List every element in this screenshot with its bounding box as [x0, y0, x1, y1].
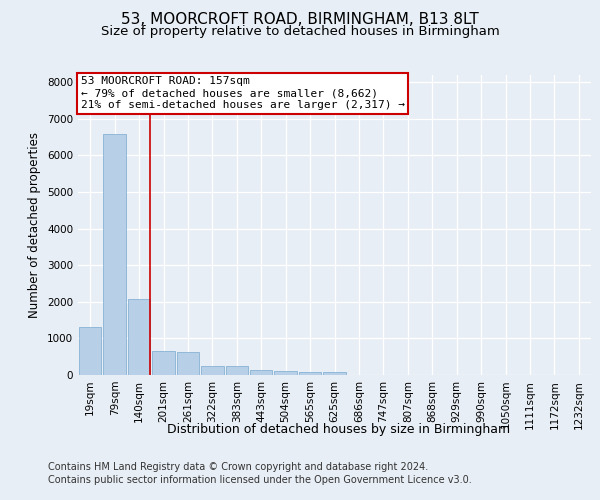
- Text: Distribution of detached houses by size in Birmingham: Distribution of detached houses by size …: [167, 422, 511, 436]
- Bar: [274, 371, 297, 375]
- Bar: [250, 370, 272, 375]
- Bar: [323, 372, 346, 375]
- Bar: [152, 351, 175, 375]
- Bar: [176, 352, 199, 375]
- Text: Contains public sector information licensed under the Open Government Licence v3: Contains public sector information licen…: [48, 475, 472, 485]
- Bar: [79, 328, 101, 375]
- Bar: [299, 372, 322, 375]
- Bar: [201, 366, 224, 375]
- Y-axis label: Number of detached properties: Number of detached properties: [28, 132, 41, 318]
- Bar: [128, 299, 151, 375]
- Text: 53, MOORCROFT ROAD, BIRMINGHAM, B13 8LT: 53, MOORCROFT ROAD, BIRMINGHAM, B13 8LT: [121, 12, 479, 28]
- Bar: [103, 134, 126, 375]
- Bar: [226, 366, 248, 375]
- Text: 53 MOORCROFT ROAD: 157sqm
← 79% of detached houses are smaller (8,662)
21% of se: 53 MOORCROFT ROAD: 157sqm ← 79% of detac…: [80, 76, 404, 110]
- Text: Size of property relative to detached houses in Birmingham: Size of property relative to detached ho…: [101, 25, 499, 38]
- Text: Contains HM Land Registry data © Crown copyright and database right 2024.: Contains HM Land Registry data © Crown c…: [48, 462, 428, 472]
